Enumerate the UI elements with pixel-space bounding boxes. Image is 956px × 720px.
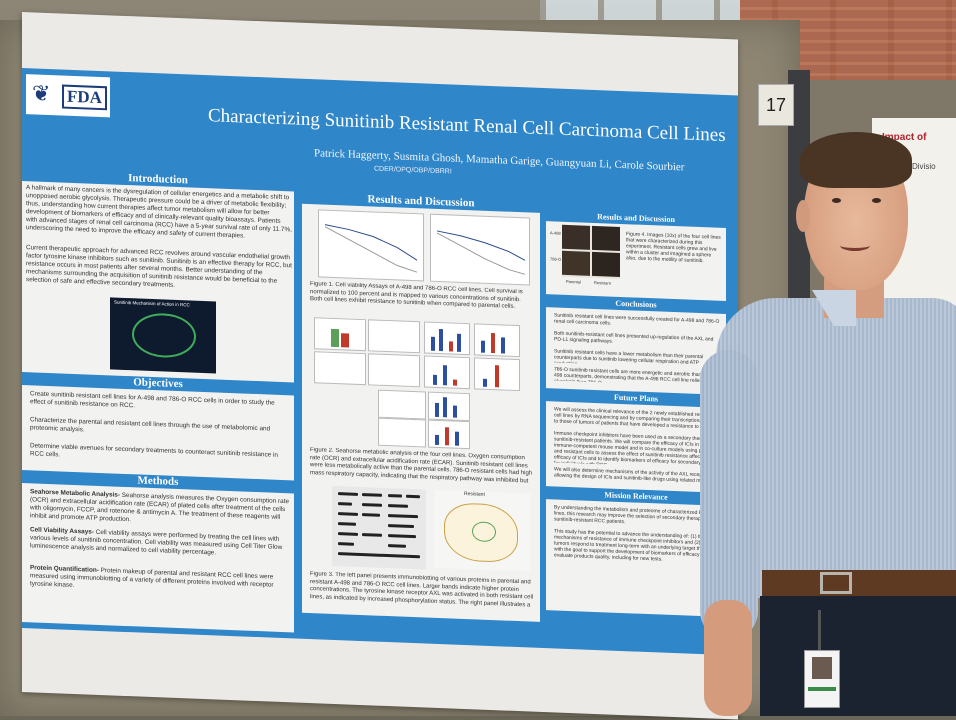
belt-buckle: [820, 572, 852, 594]
poster-authors: Patrick Haggerty, Susmita Ghosh, Mamatha…: [314, 147, 685, 174]
mechanism-figure: Sunitinib Mechanism of Action in RCC: [110, 297, 216, 374]
seahorse-ocr-chart-2: [368, 319, 420, 354]
viability-curve-a498: [324, 224, 418, 273]
cell-image-2: [592, 225, 620, 251]
adjacent-poster-subtitle: Divisio: [912, 162, 936, 171]
hhs-eagle-icon: ❦: [32, 80, 51, 107]
booth-number-tag: 17: [758, 84, 794, 126]
viability-curve-786o: [436, 230, 526, 275]
person-eye-right: [872, 198, 881, 203]
shirt-collar: [812, 290, 856, 326]
cell-diagram-icon: [132, 312, 196, 359]
poster-title: Characterizing Sunitinib Resistant Renal…: [208, 105, 726, 147]
badge-stripe: [808, 687, 836, 691]
badge-lanyard: [818, 610, 821, 650]
person-pants: [760, 596, 956, 716]
image-label-a498: A-498: [550, 230, 561, 236]
image-label-resistant: Resistant: [594, 279, 611, 286]
image-label-786o: 786-O: [550, 256, 562, 262]
viability-chart-786o: [430, 213, 530, 286]
adjacent-poster-title: Impact of: [882, 132, 927, 143]
viability-chart-a498: [318, 209, 424, 282]
seahorse-bar-red: [341, 333, 349, 348]
nucleus-icon: [472, 521, 496, 543]
seahorse-bar-chart-2: [474, 323, 520, 358]
badge-photo: [812, 657, 832, 679]
person-eye-left: [832, 198, 841, 203]
seahorse-bar-chart-6: [428, 419, 470, 450]
seahorse-ocr-chart-6: [378, 417, 426, 448]
resistance-mechanism-diagram: Resistant: [434, 489, 530, 572]
cell-image-3: [562, 250, 590, 276]
research-poster: ❦ FDA Characterizing Sunitinib Resistant…: [22, 12, 738, 720]
person-belt: [762, 570, 956, 596]
poster-affiliation: CDER/OPQ/OBP/DBRRI: [374, 165, 452, 176]
person-ear: [796, 200, 810, 232]
fda-logo-text: FDA: [62, 84, 107, 111]
presenter-person: [700, 130, 956, 716]
mechanism-figure-title: Sunitinib Mechanism of Action in RCC: [114, 299, 190, 308]
id-badge: [804, 650, 840, 708]
seahorse-bar-chart-5: [428, 391, 470, 422]
seahorse-bar-green: [331, 328, 339, 348]
diagram-label: Resistant: [464, 490, 485, 498]
cell-image-grid: [562, 224, 620, 279]
seahorse-ocr-chart-5: [378, 389, 426, 420]
introduction-paragraph-2: Current therapeutic approach for advance…: [26, 244, 292, 289]
cell-image-1: [562, 224, 590, 250]
seahorse-bar-chart-4: [474, 357, 520, 392]
future-item-2: Immune checkpoint inhibitors have been u…: [554, 430, 719, 468]
immunoblot-panel: [332, 485, 426, 570]
image-label-parental: Parental: [566, 278, 581, 285]
seahorse-ocr-chart-4: [368, 353, 420, 388]
person-smile: [840, 240, 870, 251]
fda-logo: ❦ FDA: [26, 74, 110, 118]
person-forearm: [704, 600, 752, 716]
introduction-paragraph-1: A hallmark of many cancers is the dysreg…: [26, 184, 292, 240]
seahorse-ocr-chart-1: [314, 317, 366, 352]
person-arm: [700, 350, 758, 640]
seahorse-bar-chart-1: [424, 321, 470, 356]
seahorse-ocr-chart-3: [314, 351, 366, 386]
seahorse-bar-chart-3: [424, 355, 470, 390]
cell-image-4: [592, 251, 620, 277]
person-hair: [800, 132, 912, 188]
relevance-item-2: This study has the potential to advance …: [554, 528, 715, 563]
